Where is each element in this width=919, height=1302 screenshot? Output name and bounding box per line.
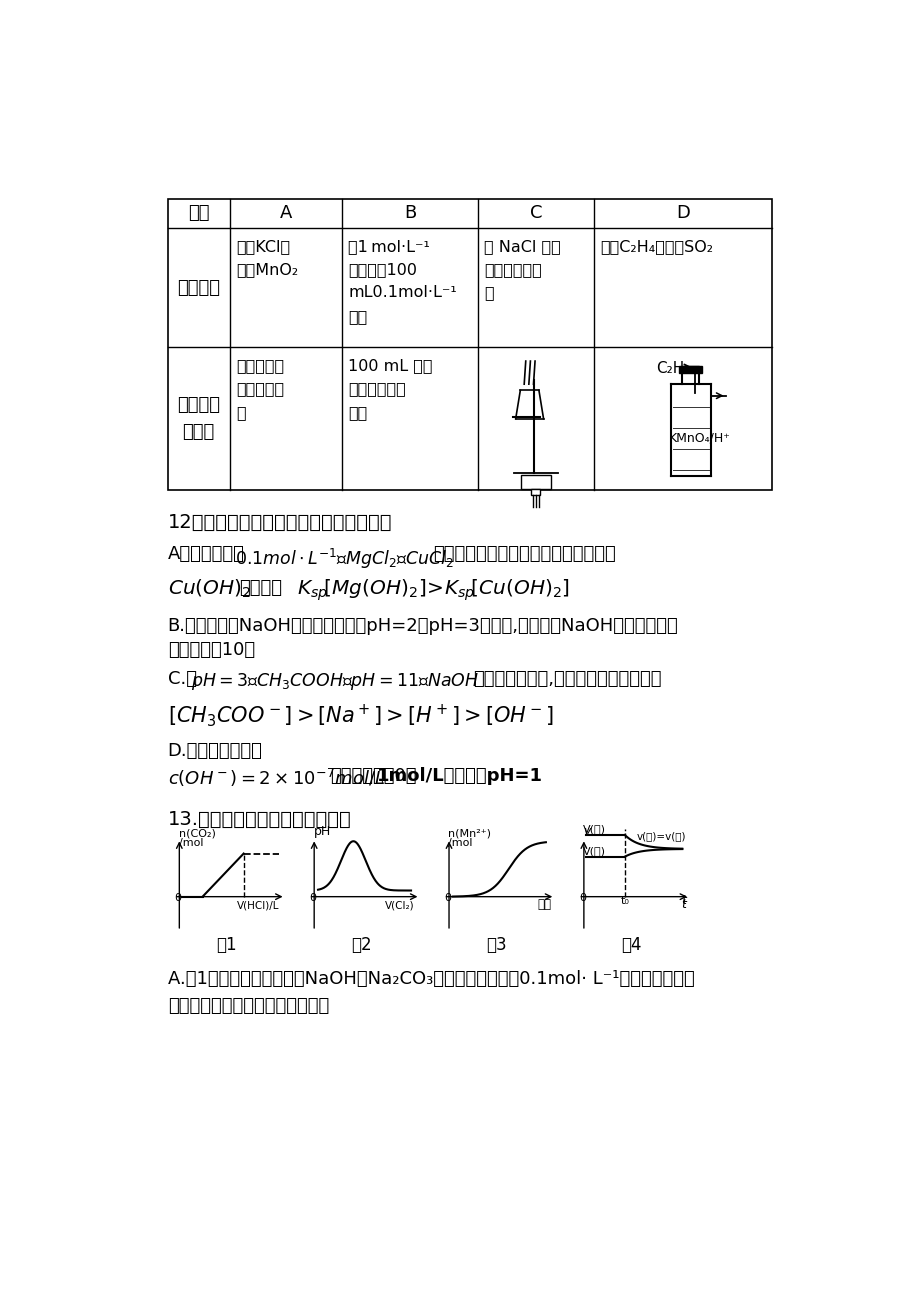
Text: V(正): V(正) <box>582 824 605 835</box>
Text: ，则该温度下0．: ，则该温度下0． <box>330 767 416 785</box>
Text: V(HCl)/L: V(HCl)/L <box>236 901 279 910</box>
Text: C₂H₄: C₂H₄ <box>655 361 689 376</box>
Text: 时间: 时间 <box>537 897 550 910</box>
Text: $K_{sp}\!\left[Mg(OH)_2\right]\!>\!K_{sp}\!\left[Cu(OH)_2\right]$: $K_{sp}\!\left[Mg(OH)_2\right]\!>\!K_{sp… <box>297 577 570 603</box>
Text: v(正)=v(逆): v(正)=v(逆) <box>636 831 686 841</box>
Text: /mol: /mol <box>178 838 203 849</box>
Text: $c\left(OH^-\right)=2\times10^{-7}mol/L$: $c\left(OH^-\right)=2\times10^{-7}mol/L$ <box>167 767 384 789</box>
Text: 图3: 图3 <box>485 936 506 954</box>
Text: n(CO₂): n(CO₂) <box>178 828 215 838</box>
Text: 实验目的: 实验目的 <box>177 279 220 297</box>
Text: 12．有关电解质溶液下列说法中不对的是: 12．有关电解质溶液下列说法中不对的是 <box>167 513 391 531</box>
Text: 图1: 图1 <box>216 936 237 954</box>
Text: 除去C₂H₄中少量SO₂: 除去C₂H₄中少量SO₂ <box>599 238 712 254</box>
Text: 者是后者的10倍: 者是后者的10倍 <box>167 641 255 659</box>
Text: pH: pH <box>313 825 330 838</box>
Text: $pH=3$的$CH_3COOH$与$pH=11$的$NaOH$: $pH=3$的$CH_3COOH$与$pH=11$的$NaOH$ <box>191 672 479 693</box>
Bar <box>682 366 698 370</box>
Text: $\left[CH_3COO^-\right]>\left[Na^+\right]>\left[H^+\right]>\left[OH^-\right]$: $\left[CH_3COO^-\right]>\left[Na^+\right… <box>167 702 553 729</box>
Text: 用 NaCl 溶液
制备氯化鑙晶
体: 用 NaCl 溶液 制备氯化鑙晶 体 <box>483 238 560 301</box>
Text: C: C <box>529 204 541 223</box>
Text: t₀: t₀ <box>619 896 629 906</box>
Text: 选项: 选项 <box>187 204 210 223</box>
Text: 0: 0 <box>309 893 316 904</box>
Text: V(Cl₂): V(Cl₂) <box>384 901 414 910</box>
Text: A: A <box>279 204 291 223</box>
Text: 图4: 图4 <box>620 936 641 954</box>
Text: 0: 0 <box>175 893 181 904</box>
Text: KMnO₄/H⁺: KMnO₄/H⁺ <box>668 431 731 444</box>
Text: C.由: C.由 <box>167 669 197 687</box>
Bar <box>530 488 539 495</box>
Text: 用1 mol·L⁻¹
盐酸配制100
mL0.1mol·L⁻¹
盐酸: 用1 mol·L⁻¹ 盐酸配制100 mL0.1mol·L⁻¹ 盐酸 <box>348 238 457 324</box>
Text: B.用等浓度的NaOH溶液中和等体积pH=2与pH=3的醒酸,所消耗的NaOH溶液的体积前: B.用等浓度的NaOH溶液中和等体积pH=2与pH=3的醒酸,所消耗的NaOH溶… <box>167 617 677 635</box>
Text: 0: 0 <box>579 893 585 904</box>
Text: 13.下图示与相应论述相符合的是: 13.下图示与相应论述相符合的是 <box>167 810 351 829</box>
Text: /mol: /mol <box>448 838 472 849</box>
Text: V(逆): V(逆) <box>582 845 605 855</box>
Text: 图2: 图2 <box>351 936 371 954</box>
Bar <box>678 366 702 374</box>
Text: D: D <box>675 204 689 223</box>
Text: $0.1mol\cdot L^{-1}$的$MgCl_2$和$CuCl_2$: $0.1mol\cdot L^{-1}$的$MgCl_2$和$CuCl_2$ <box>235 547 453 570</box>
Text: D.某温度下纯水中: D.某温度下纯水中 <box>167 742 262 760</box>
Text: $Cu(OH)_2$: $Cu(OH)_2$ <box>167 577 251 600</box>
Text: B: B <box>403 204 415 223</box>
Text: 沉淠，则: 沉淠，则 <box>239 579 282 598</box>
Text: 100 mL 容量
瓶、玻璃棒、
烧杯: 100 mL 容量 瓶、玻璃棒、 烧杯 <box>348 358 432 419</box>
Text: 0: 0 <box>444 893 451 904</box>
Text: 产气慎体的体积与消耗盐酸的关系: 产气慎体的体积与消耗盐酸的关系 <box>167 997 329 1016</box>
Text: 溶液等体积混合,其离子浓度的顺序为：: 溶液等体积混合,其离子浓度的顺序为： <box>472 669 661 687</box>
Text: 混合溶液中逐滴加入氨水，先生成蓝色: 混合溶液中逐滴加入氨水，先生成蓝色 <box>432 546 615 562</box>
Text: A.图1表达在含等物质的量NaOH、Na₂CO₃的混合溶液中滴加0.1mol· L⁻¹盐酸至过量时，: A.图1表达在含等物质的量NaOH、Na₂CO₃的混合溶液中滴加0.1mol· … <box>167 970 694 988</box>
Text: v: v <box>583 825 590 838</box>
Text: n(Mn²⁺): n(Mn²⁺) <box>448 828 491 838</box>
Text: 烧杯、玻璃
棒、分液漏
斗: 烧杯、玻璃 棒、分液漏 斗 <box>235 358 284 419</box>
Text: 实验价器
或装置: 实验价器 或装置 <box>177 396 220 440</box>
Bar <box>167 199 771 490</box>
Text: t: t <box>681 894 686 907</box>
Text: 除去KCl中
少量MnO₂: 除去KCl中 少量MnO₂ <box>235 238 298 277</box>
Text: A．向浓度均为: A．向浓度均为 <box>167 546 244 562</box>
Text: 1mol/L的盐酸的pH=1: 1mol/L的盐酸的pH=1 <box>377 767 542 785</box>
Text: t: t <box>681 897 686 910</box>
Bar <box>520 475 550 488</box>
